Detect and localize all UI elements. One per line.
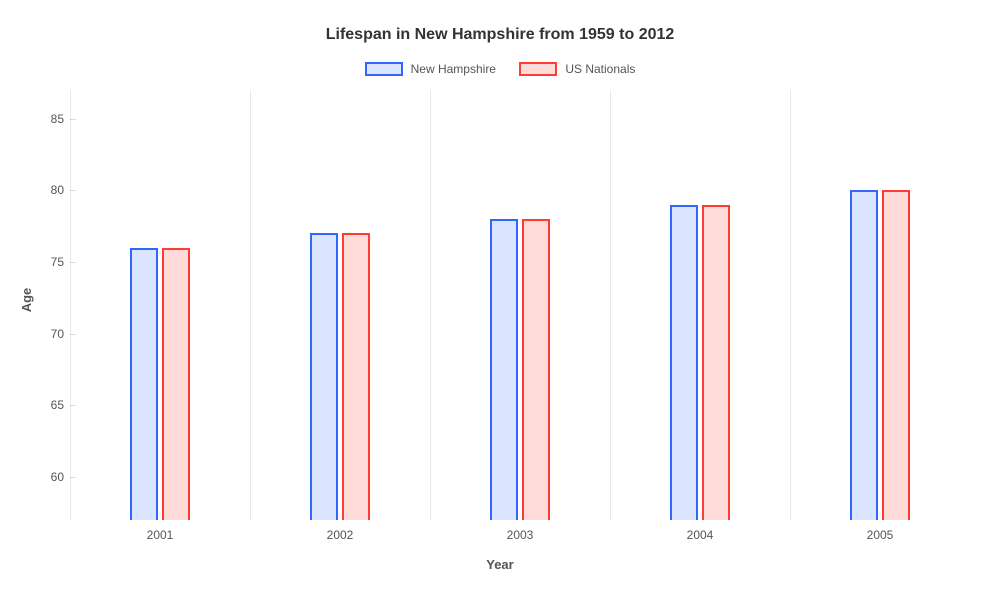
legend-label-nh: New Hampshire	[411, 62, 496, 76]
y-tick	[70, 190, 76, 191]
x-axis-title: Year	[0, 557, 1000, 572]
bar-us-nationals-2003	[522, 219, 550, 520]
y-tick-label: 85	[24, 112, 64, 126]
x-tick-label: 2005	[867, 528, 894, 542]
plot-area	[70, 90, 970, 520]
x-tick-label: 2004	[687, 528, 714, 542]
bar-new-hampshire-2004	[670, 205, 698, 520]
bar-us-nationals-2001	[162, 248, 190, 520]
vgridline	[430, 90, 431, 520]
bar-us-nationals-2005	[882, 190, 910, 520]
y-tick-label: 65	[24, 398, 64, 412]
bar-us-nationals-2004	[702, 205, 730, 520]
bar-new-hampshire-2005	[850, 190, 878, 520]
y-tick	[70, 262, 76, 263]
legend-item-nh: New Hampshire	[365, 62, 496, 76]
bar-new-hampshire-2003	[490, 219, 518, 520]
vgridline	[790, 90, 791, 520]
x-tick-label: 2003	[507, 528, 534, 542]
y-tick	[70, 405, 76, 406]
x-tick-label: 2002	[327, 528, 354, 542]
chart-container: Lifespan in New Hampshire from 1959 to 2…	[0, 0, 1000, 600]
legend-item-us: US Nationals	[519, 62, 635, 76]
y-tick-label: 80	[24, 183, 64, 197]
y-tick	[70, 119, 76, 120]
vgridline	[250, 90, 251, 520]
vgridline	[610, 90, 611, 520]
y-axis-title: Age	[19, 288, 34, 313]
chart-title: Lifespan in New Hampshire from 1959 to 2…	[0, 26, 1000, 44]
bar-new-hampshire-2002	[310, 233, 338, 520]
vgridline	[70, 90, 71, 520]
legend-swatch-nh	[365, 62, 403, 76]
legend-swatch-us	[519, 62, 557, 76]
y-tick	[70, 334, 76, 335]
y-tick	[70, 477, 76, 478]
legend-label-us: US Nationals	[565, 62, 635, 76]
legend: New Hampshire US Nationals	[0, 62, 1000, 79]
bar-us-nationals-2002	[342, 233, 370, 520]
bar-new-hampshire-2001	[130, 248, 158, 520]
y-tick-label: 70	[24, 327, 64, 341]
y-tick-label: 60	[24, 470, 64, 484]
y-tick-label: 75	[24, 255, 64, 269]
x-tick-label: 2001	[147, 528, 174, 542]
